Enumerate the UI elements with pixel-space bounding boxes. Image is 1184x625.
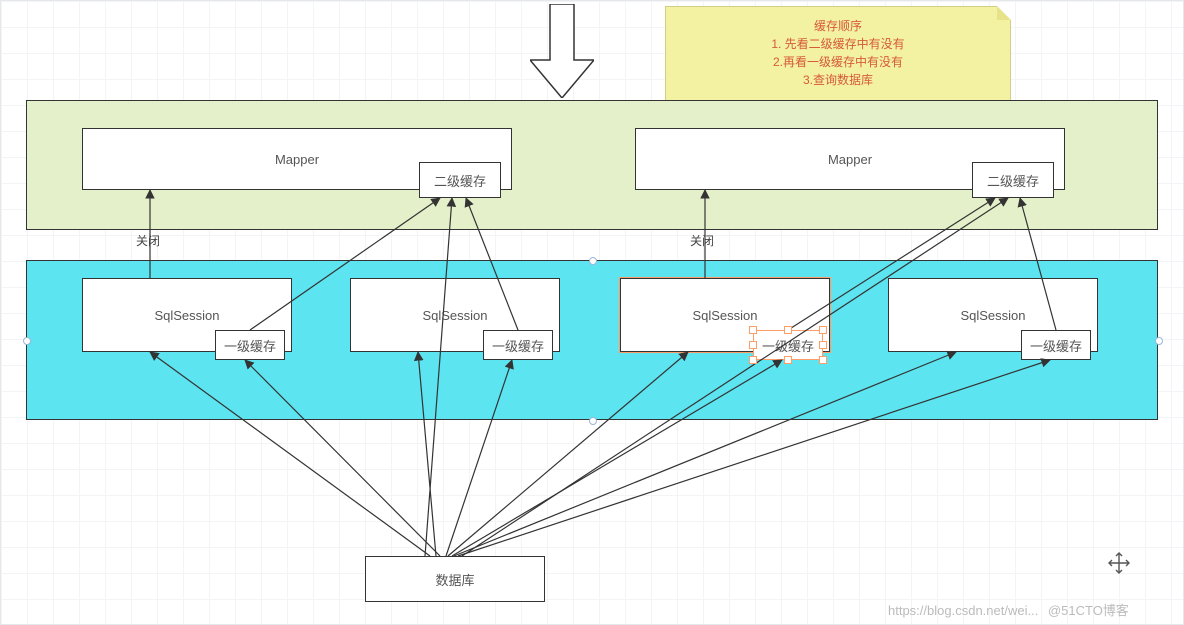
l1-cache-label: 一级缓存 — [1030, 336, 1082, 355]
watermark: https://blog.csdn.net/wei... @51CTO博客 — [888, 600, 1129, 619]
sqlsession-label: SqlSession — [154, 308, 219, 323]
watermark-text: https://blog.csdn.net/wei... — [888, 603, 1038, 618]
sqlsession-label: SqlSession — [960, 308, 1025, 323]
selection-handle[interactable] — [784, 356, 792, 364]
selection-handle[interactable] — [819, 326, 827, 334]
move-cursor-icon — [1106, 550, 1132, 576]
watermark-text: @51CTO博客 — [1048, 603, 1129, 618]
l1-cache-box: 一级缓存 — [483, 330, 553, 360]
big-arrow — [530, 4, 594, 98]
close-label: 关闭 — [690, 232, 714, 249]
selection-handle[interactable] — [819, 341, 827, 349]
l2-cache-label: 二级缓存 — [434, 171, 486, 190]
connection-point[interactable] — [23, 337, 31, 345]
sqlsession-label: SqlSession — [422, 308, 487, 323]
l1-cache-box: 一级缓存 — [215, 330, 285, 360]
database-box: 数据库 — [365, 556, 545, 602]
mapper-label: Mapper — [828, 152, 872, 167]
note-title: 缓存顺序 — [680, 17, 996, 35]
sticky-note: 缓存顺序 1. 先看二级缓存中有没有 2.再看一级缓存中有没有 3.查询数据库 — [665, 6, 1011, 110]
database-label: 数据库 — [435, 570, 474, 589]
note-line: 1. 先看二级缓存中有没有 — [680, 35, 996, 53]
note-line: 2.再看一级缓存中有没有 — [680, 53, 996, 71]
l2-cache-label: 二级缓存 — [987, 171, 1039, 190]
l1-cache-label: 一级缓存 — [492, 336, 544, 355]
sqlsession-label: SqlSession — [692, 308, 757, 323]
mapper-label: Mapper — [275, 152, 319, 167]
connection-point[interactable] — [589, 257, 597, 265]
selection-handle[interactable] — [749, 356, 757, 364]
selection-handle[interactable] — [819, 356, 827, 364]
selection-handle[interactable] — [749, 341, 757, 349]
selection-handle[interactable] — [784, 326, 792, 334]
note-line: 3.查询数据库 — [680, 71, 996, 89]
connection-point[interactable] — [589, 417, 597, 425]
l2-cache-box: 二级缓存 — [419, 162, 501, 198]
selection-handle[interactable] — [749, 326, 757, 334]
note-fold-corner — [997, 6, 1011, 20]
l2-cache-box: 二级缓存 — [972, 162, 1054, 198]
close-label: 关闭 — [136, 232, 160, 249]
connection-point[interactable] — [1155, 337, 1163, 345]
l1-cache-box: 一级缓存 — [1021, 330, 1091, 360]
l1-cache-label: 一级缓存 — [762, 336, 814, 355]
l1-cache-label: 一级缓存 — [224, 336, 276, 355]
